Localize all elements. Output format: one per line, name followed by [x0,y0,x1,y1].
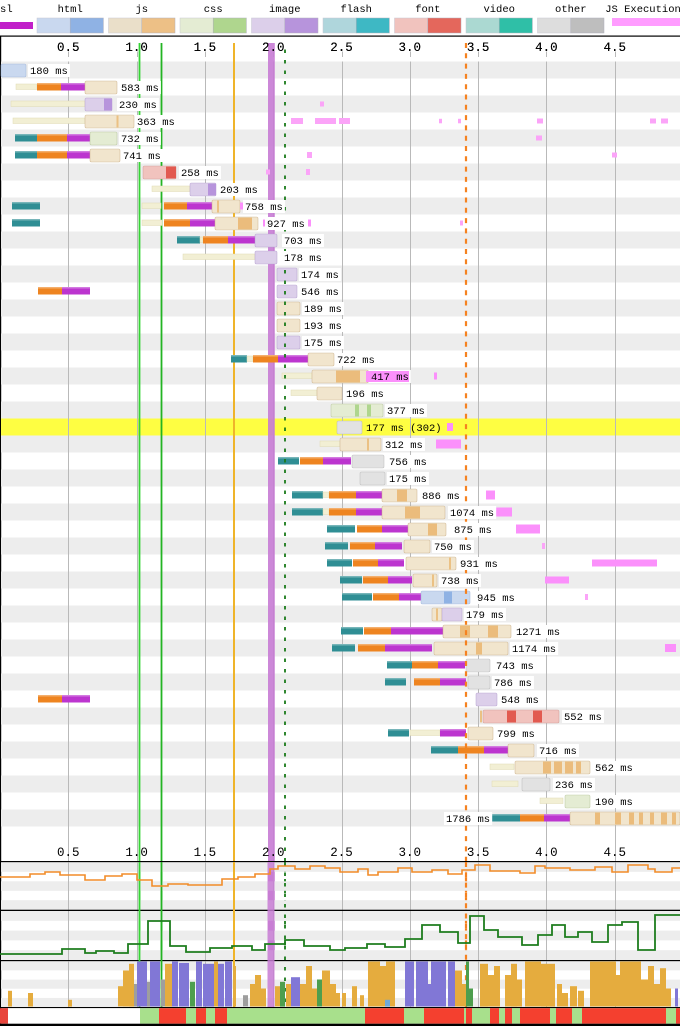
svg-text:0.5: 0.5 [57,846,80,860]
svg-text:4.0: 4.0 [535,846,558,860]
svg-text:3.5: 3.5 [467,41,490,55]
svg-text:230 ms: 230 ms [119,100,157,112]
svg-text:178 ms: 178 ms [284,253,322,265]
svg-text:196 ms: 196 ms [346,389,384,401]
svg-text:1074 ms: 1074 ms [450,508,494,520]
svg-text:732 ms: 732 ms [121,134,159,146]
svg-text:4.5: 4.5 [603,41,626,55]
svg-text:875 ms: 875 ms [454,525,492,537]
svg-text:417 ms: 417 ms [371,372,409,384]
svg-text:258 ms: 258 ms [181,168,219,180]
svg-text:0.5: 0.5 [57,41,80,55]
svg-text:750 ms: 750 ms [434,542,472,554]
svg-text:1271 ms: 1271 ms [516,627,560,639]
svg-text:799 ms: 799 ms [497,729,535,741]
svg-text:363 ms: 363 ms [137,117,175,129]
svg-text:image: image [269,4,301,16]
svg-text:546 ms: 546 ms [301,287,339,299]
svg-text:743 ms: 743 ms [496,661,534,673]
svg-text:2.5: 2.5 [330,846,353,860]
svg-text:552 ms: 552 ms [564,712,602,724]
svg-text:193 ms: 193 ms [304,321,342,333]
svg-text:931 ms: 931 ms [460,559,498,571]
svg-text:3.5: 3.5 [467,41,490,55]
svg-text:174 ms: 174 ms [301,270,339,282]
svg-text:3.0: 3.0 [399,41,422,55]
svg-text:312 ms: 312 ms [385,440,423,452]
svg-text:html: html [58,4,83,16]
svg-text:548 ms: 548 ms [501,695,539,707]
svg-text:4.0: 4.0 [535,41,558,55]
svg-text:756 ms: 756 ms [389,457,427,469]
svg-text:175 ms: 175 ms [389,474,427,486]
svg-text:886 ms: 886 ms [422,491,460,503]
svg-text:0.5: 0.5 [57,41,80,55]
svg-text:3.5: 3.5 [467,846,490,860]
svg-text:4.0: 4.0 [535,41,558,55]
svg-text:2.0: 2.0 [262,846,285,860]
svg-text:css: css [204,4,223,16]
svg-text:190 ms: 190 ms [595,797,633,809]
svg-text:3.0: 3.0 [399,846,422,860]
svg-text:2.5: 2.5 [330,41,353,55]
svg-text:1.0: 1.0 [125,846,148,860]
svg-text:3.0: 3.0 [399,41,422,55]
svg-text:other: other [555,4,587,16]
svg-text:236 ms: 236 ms [555,780,593,792]
svg-text:flash: flash [340,4,372,16]
svg-text:927 ms: 927 ms [267,219,305,231]
svg-text:738 ms: 738 ms [441,576,479,588]
svg-text:562 ms: 562 ms [595,763,633,775]
svg-text:722 ms: 722 ms [337,355,375,367]
svg-text:175 ms: 175 ms [304,338,342,350]
svg-text:1.0: 1.0 [125,41,148,55]
svg-text:1174 ms: 1174 ms [512,644,556,656]
svg-text:js: js [135,4,148,16]
svg-text:703 ms: 703 ms [284,236,322,248]
svg-text:377 ms: 377 ms [387,406,425,418]
svg-text:1786 ms: 1786 ms [446,814,490,826]
svg-text:716 ms: 716 ms [539,746,577,758]
svg-text:4.5: 4.5 [603,846,626,860]
svg-text:189 ms: 189 ms [304,304,342,316]
svg-text:1.5: 1.5 [194,41,217,55]
svg-text:video: video [483,4,515,16]
svg-text:JS Execution: JS Execution [605,4,680,16]
svg-text:1.5: 1.5 [194,846,217,860]
svg-text:1.5: 1.5 [194,41,217,55]
svg-text:741 ms: 741 ms [123,151,161,163]
svg-text:2.0: 2.0 [262,41,285,55]
svg-text:1.0: 1.0 [125,41,148,55]
svg-text:179 ms: 179 ms [466,610,504,622]
svg-text:583 ms: 583 ms [121,83,159,95]
svg-text:font: font [415,4,440,16]
svg-text:758 ms: 758 ms [245,202,283,214]
svg-text:4.5: 4.5 [603,41,626,55]
svg-text:786 ms: 786 ms [494,678,532,690]
svg-text:180 ms: 180 ms [30,66,68,78]
svg-text:203 ms: 203 ms [220,185,258,197]
svg-text:dsl: dsl [0,4,13,16]
svg-text:177 ms (302): 177 ms (302) [366,423,442,435]
svg-text:2.5: 2.5 [330,41,353,55]
svg-text:945 ms: 945 ms [477,593,515,605]
